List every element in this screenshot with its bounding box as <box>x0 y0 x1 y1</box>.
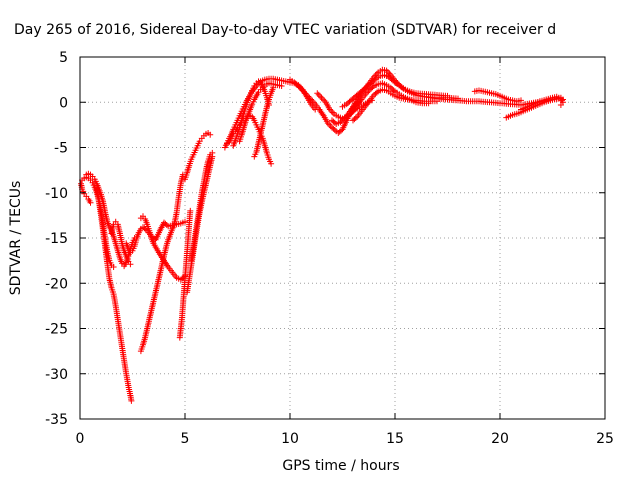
data-series <box>518 93 566 113</box>
data-series <box>471 87 524 105</box>
data-series <box>350 86 440 124</box>
data-point-markers <box>137 171 186 355</box>
x-tick-label: 5 <box>181 431 190 447</box>
y-tick-label: -35 <box>45 412 68 428</box>
data-point-markers <box>137 213 188 283</box>
data-series <box>93 185 135 404</box>
data-series <box>230 78 272 149</box>
data-series <box>108 218 134 268</box>
data-series <box>137 213 188 283</box>
data-point-markers <box>471 87 524 105</box>
x-axis-label: GPS time / hours <box>282 458 399 474</box>
data-point-markers <box>518 93 566 113</box>
y-tick-label: -10 <box>45 186 68 202</box>
data-point-markers <box>78 180 94 206</box>
data-points <box>78 66 566 404</box>
data-point-markers <box>350 86 440 124</box>
x-tick-label: 20 <box>491 431 509 447</box>
y-tick-label: -30 <box>45 367 68 383</box>
x-tick-label: 0 <box>76 431 85 447</box>
x-tick-label: 10 <box>281 431 299 447</box>
grid-lines <box>80 57 605 419</box>
data-series <box>176 207 194 341</box>
data-point-markers <box>108 218 134 268</box>
data-series <box>137 171 186 355</box>
data-series <box>78 180 94 206</box>
data-series <box>339 72 451 110</box>
y-tick-label: -15 <box>45 231 68 247</box>
data-series <box>182 130 214 183</box>
axis-ticks: 0 5 10 15 20 25 5 0 -5 -10 -15 -20 -25 -30 -35 <box>45 50 614 447</box>
y-tick-label: -5 <box>54 141 68 157</box>
data-point-markers <box>230 78 272 149</box>
data-point-markers <box>176 207 194 341</box>
x-tick-label: 25 <box>596 431 614 447</box>
data-point-markers <box>339 72 451 110</box>
chart-title: Day 265 of 2016, Sidereal Day-to-day VTE… <box>14 22 556 38</box>
y-tick-label: -25 <box>45 322 68 338</box>
data-series <box>188 149 216 264</box>
x-tick-label: 15 <box>386 431 404 447</box>
data-point-markers <box>188 149 216 264</box>
data-point-markers <box>93 185 135 404</box>
y-tick-label: 5 <box>59 50 68 66</box>
y-axis-label: SDTVAR / TECUs <box>8 181 24 296</box>
y-tick-label: 0 <box>59 95 68 111</box>
data-point-markers <box>182 130 214 183</box>
y-tick-label: -20 <box>45 276 68 292</box>
